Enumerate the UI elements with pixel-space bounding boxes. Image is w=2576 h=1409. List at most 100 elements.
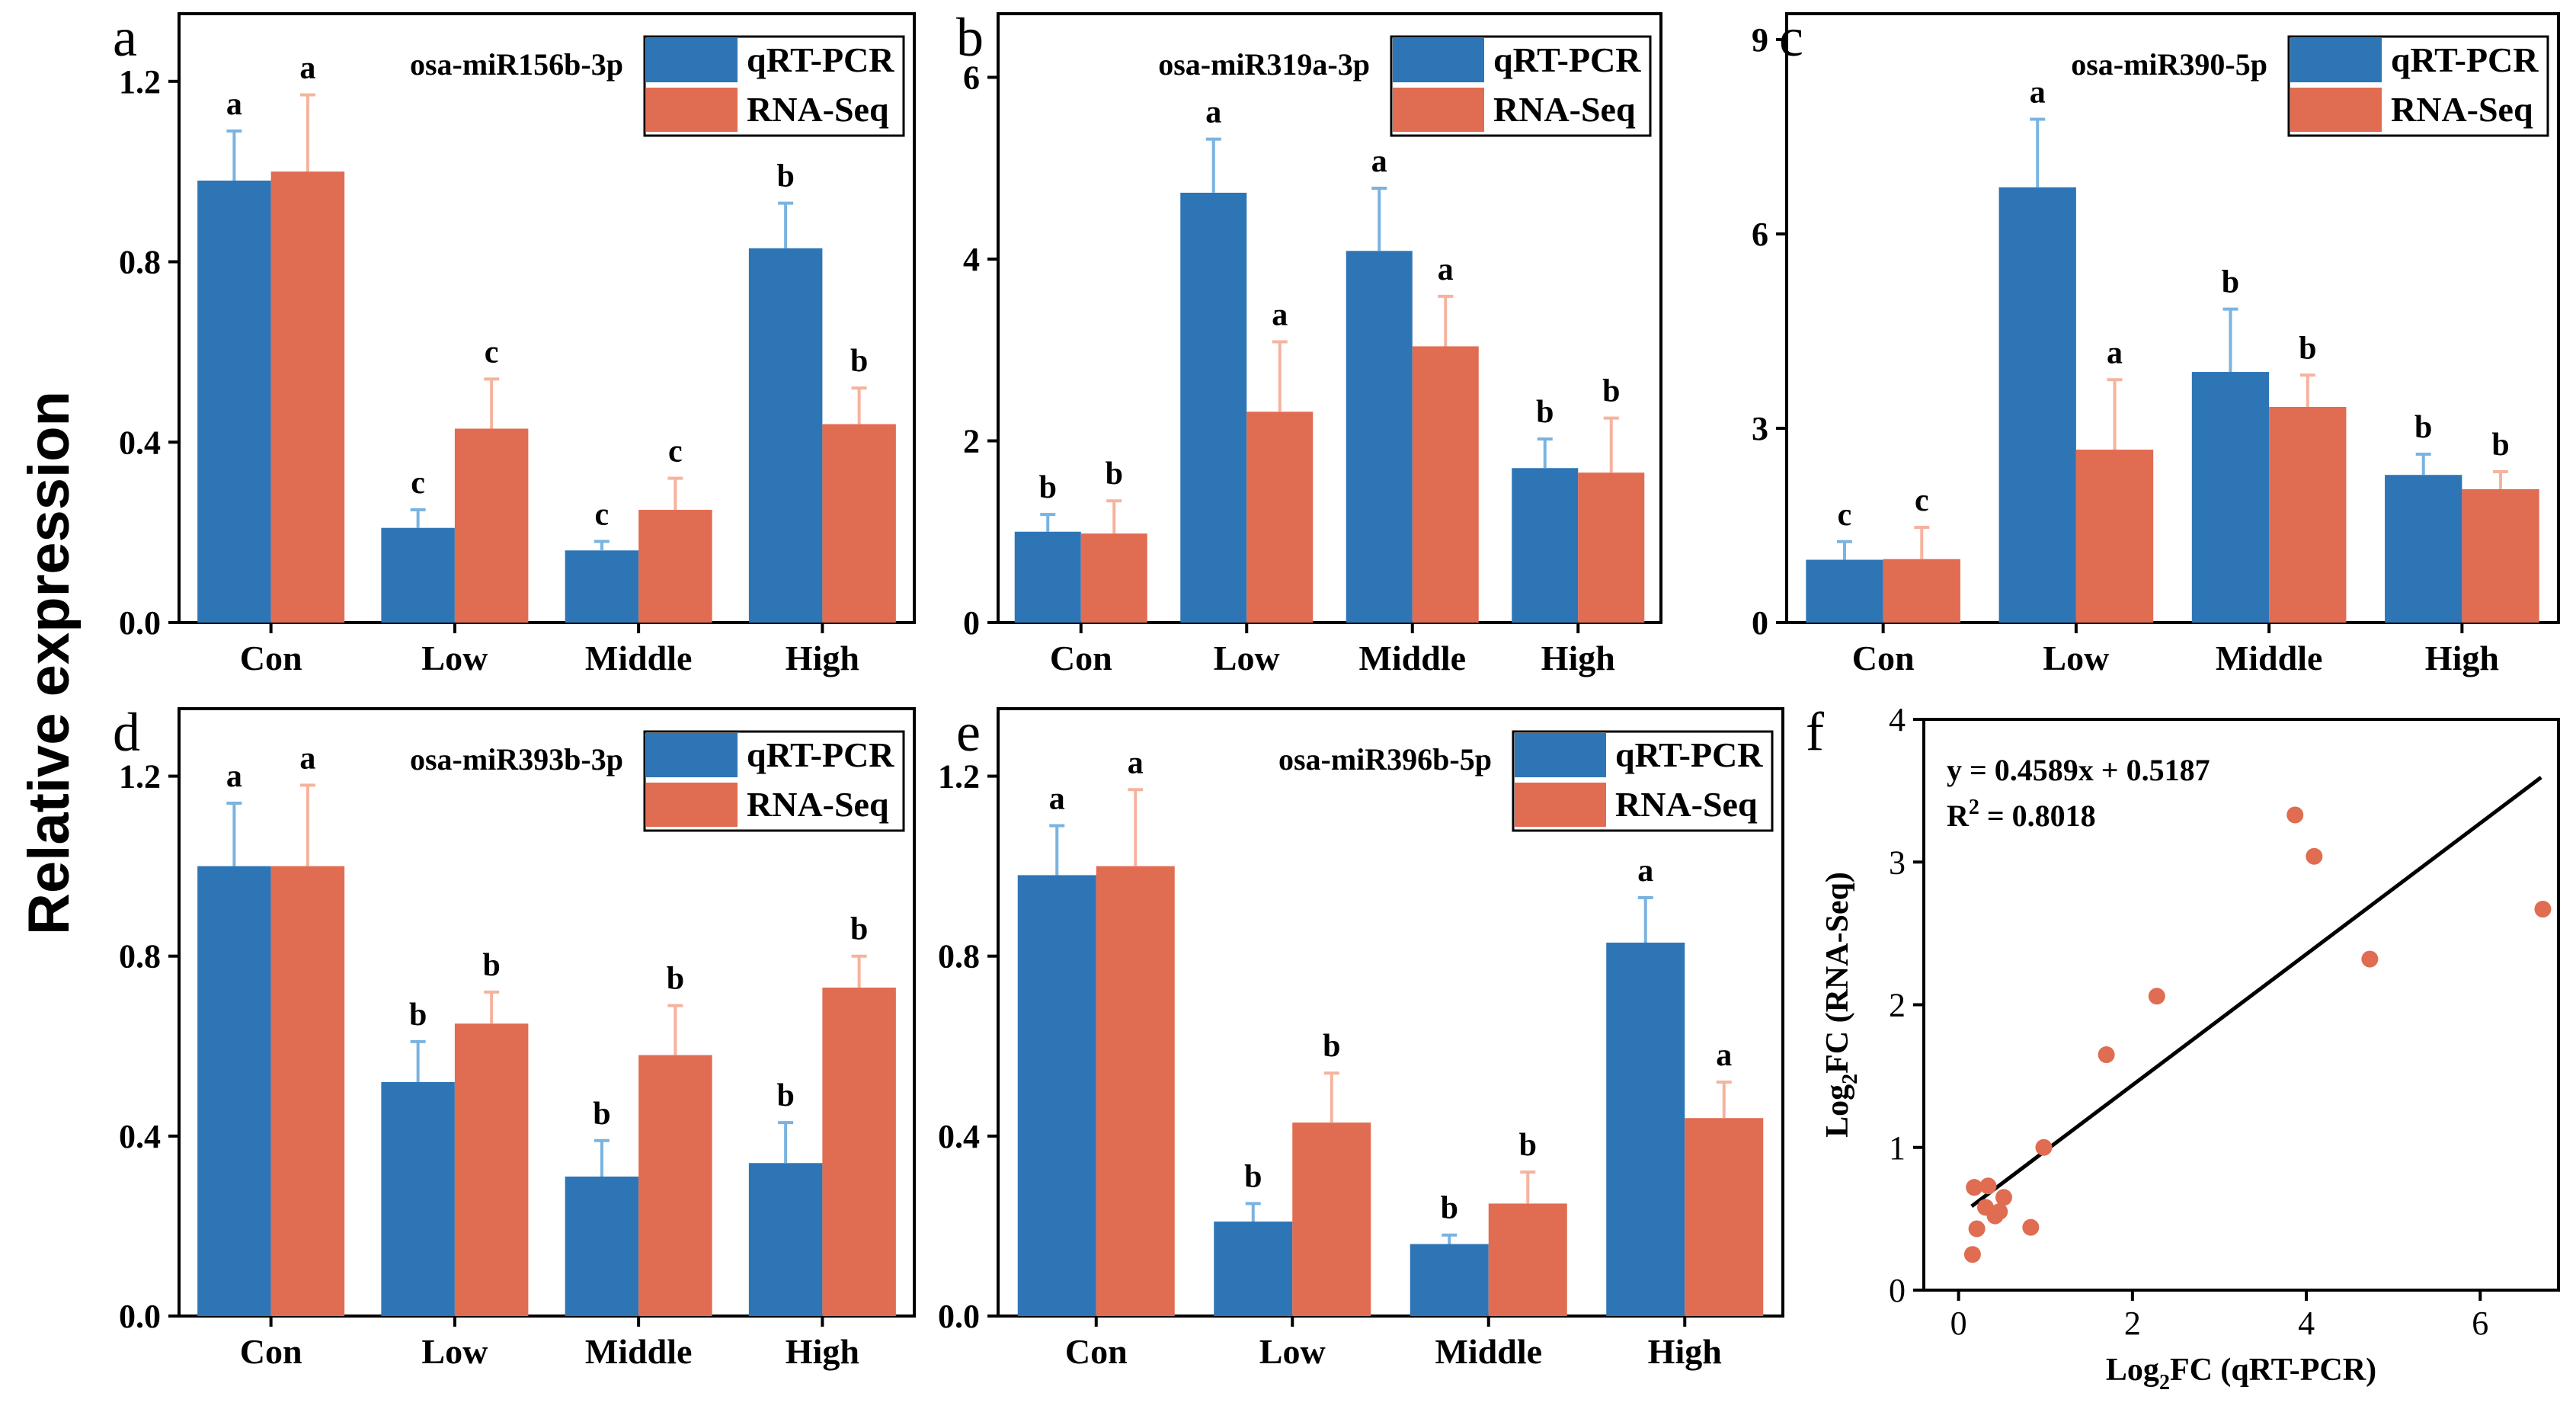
bar [454,428,529,623]
significance-label: b [1323,1029,1340,1064]
y-tick-label: 0.4 [119,424,161,461]
significance-label: c [668,434,683,469]
panel-label: b [956,7,984,68]
y-tick-label: 0.0 [119,604,161,642]
chart-title: osa-miR393b-3p [410,742,623,777]
scatter-point [2286,806,2304,824]
significance-label: c [595,497,610,532]
plot-frame [997,12,1662,624]
significance-label: b [2299,331,2316,366]
significance-label: c [485,335,499,370]
bar [1410,1244,1489,1316]
bar [1214,1222,1293,1316]
r-squared: R2 = 0.8018 [1947,796,2096,833]
x-axis-label-part: Log [2106,1353,2159,1388]
panel-label: c [1779,7,1803,68]
significance-label: b [2491,428,2509,463]
y-tick-label: 0.0 [938,1298,980,1335]
legend-swatch [2290,38,2382,82]
significance-label: a [1371,144,1387,179]
y-tick-label: 4 [1889,701,1906,738]
bar [2462,488,2539,623]
x-tick-label: Middle [1358,639,1466,677]
significance-label: b [409,998,427,1033]
significance-label: a [299,741,315,776]
bar [1346,251,1413,623]
significance-label: b [1536,395,1554,430]
x-tick-label: Middle [585,639,693,677]
bar [638,1055,712,1316]
legend-frame [1512,730,1774,832]
y-axis-label: Log2FC (RNA-Seq) [1820,872,1862,1138]
significance-label: a [1049,781,1065,816]
scatter-point [2098,1046,2115,1064]
x-tick-label: 2 [2124,1305,2141,1342]
bar [565,1176,639,1316]
bar [1014,531,1081,623]
y-tick-label: 1.2 [119,758,161,796]
y-tick-label: 0.8 [119,244,161,281]
y-tick-label: 2 [1889,987,1906,1024]
x-tick-label: 0 [1950,1305,1967,1342]
significance-label: c [1838,498,1852,533]
x-tick-label: Low [1214,639,1280,677]
x-tick-label: High [1541,639,1615,677]
x-axis-label-subscript: 2 [2159,1371,2170,1395]
chart-title: osa-miR156b-3p [410,47,623,82]
significance-label: b [1602,374,1620,409]
bar [2075,450,2154,623]
bar [638,510,712,623]
y-tick-label: 0 [1752,604,1768,642]
y-tick-label: 1.2 [119,63,161,101]
x-tick-label: Con [1852,639,1915,677]
significance-label: c [411,466,425,501]
plot-frame [997,707,1784,1318]
scatter-point [2361,950,2379,968]
panel-label: a [113,7,137,68]
regression-line [1970,776,2542,1208]
regression-equation: y = 0.4589x + 0.5187 [1947,753,2210,787]
plot-frame [1785,12,2560,624]
y-tick-label: 0 [963,604,980,642]
legend-swatch [1515,783,1606,827]
y-tick-label: 0.8 [119,938,161,975]
x-tick-label: Low [1259,1332,1326,1371]
significance-label: a [226,87,242,122]
x-tick-label: Con [1050,639,1112,677]
bar [454,1023,529,1316]
significance-label: a [2030,75,2046,110]
y-tick-label: 1.2 [938,758,980,796]
bar [197,866,271,1316]
significance-label: a [2107,335,2123,370]
bar [2191,372,2270,623]
legend-swatch [646,88,738,132]
bar [748,248,823,623]
significance-label: b [1244,1159,1262,1194]
y-tick-label: 2 [963,422,980,460]
panel-label: d [113,702,140,763]
x-tick-label: High [786,1332,859,1371]
scatter-point [2306,847,2323,865]
plot-frame [178,707,916,1318]
y-axis-label-part: FC (RNA-Seq) [1820,872,1855,1074]
x-tick-label: High [786,639,859,677]
bar [1685,1118,1764,1316]
significance-label: a [1128,745,1144,780]
significance-label: a [226,759,242,794]
y-axis-label: Relative expression [17,391,82,935]
scatter-point [1963,1246,1981,1263]
y-tick-label: 0.4 [119,1118,161,1155]
bar [381,527,455,623]
panel-label: f [1806,701,1824,762]
y-axis-label-subscript: 2 [1838,1074,1862,1084]
y-tick-label: 0 [1889,1272,1906,1309]
bar [1578,472,1645,623]
bar [822,424,896,623]
x-tick-label: Middle [585,1332,693,1371]
legend-entry: RNA-Seq [2391,90,2533,129]
legend-swatch [646,783,738,827]
bar [1883,559,1960,623]
x-axis-label-part: FC (qRT-PCR) [2170,1353,2376,1388]
